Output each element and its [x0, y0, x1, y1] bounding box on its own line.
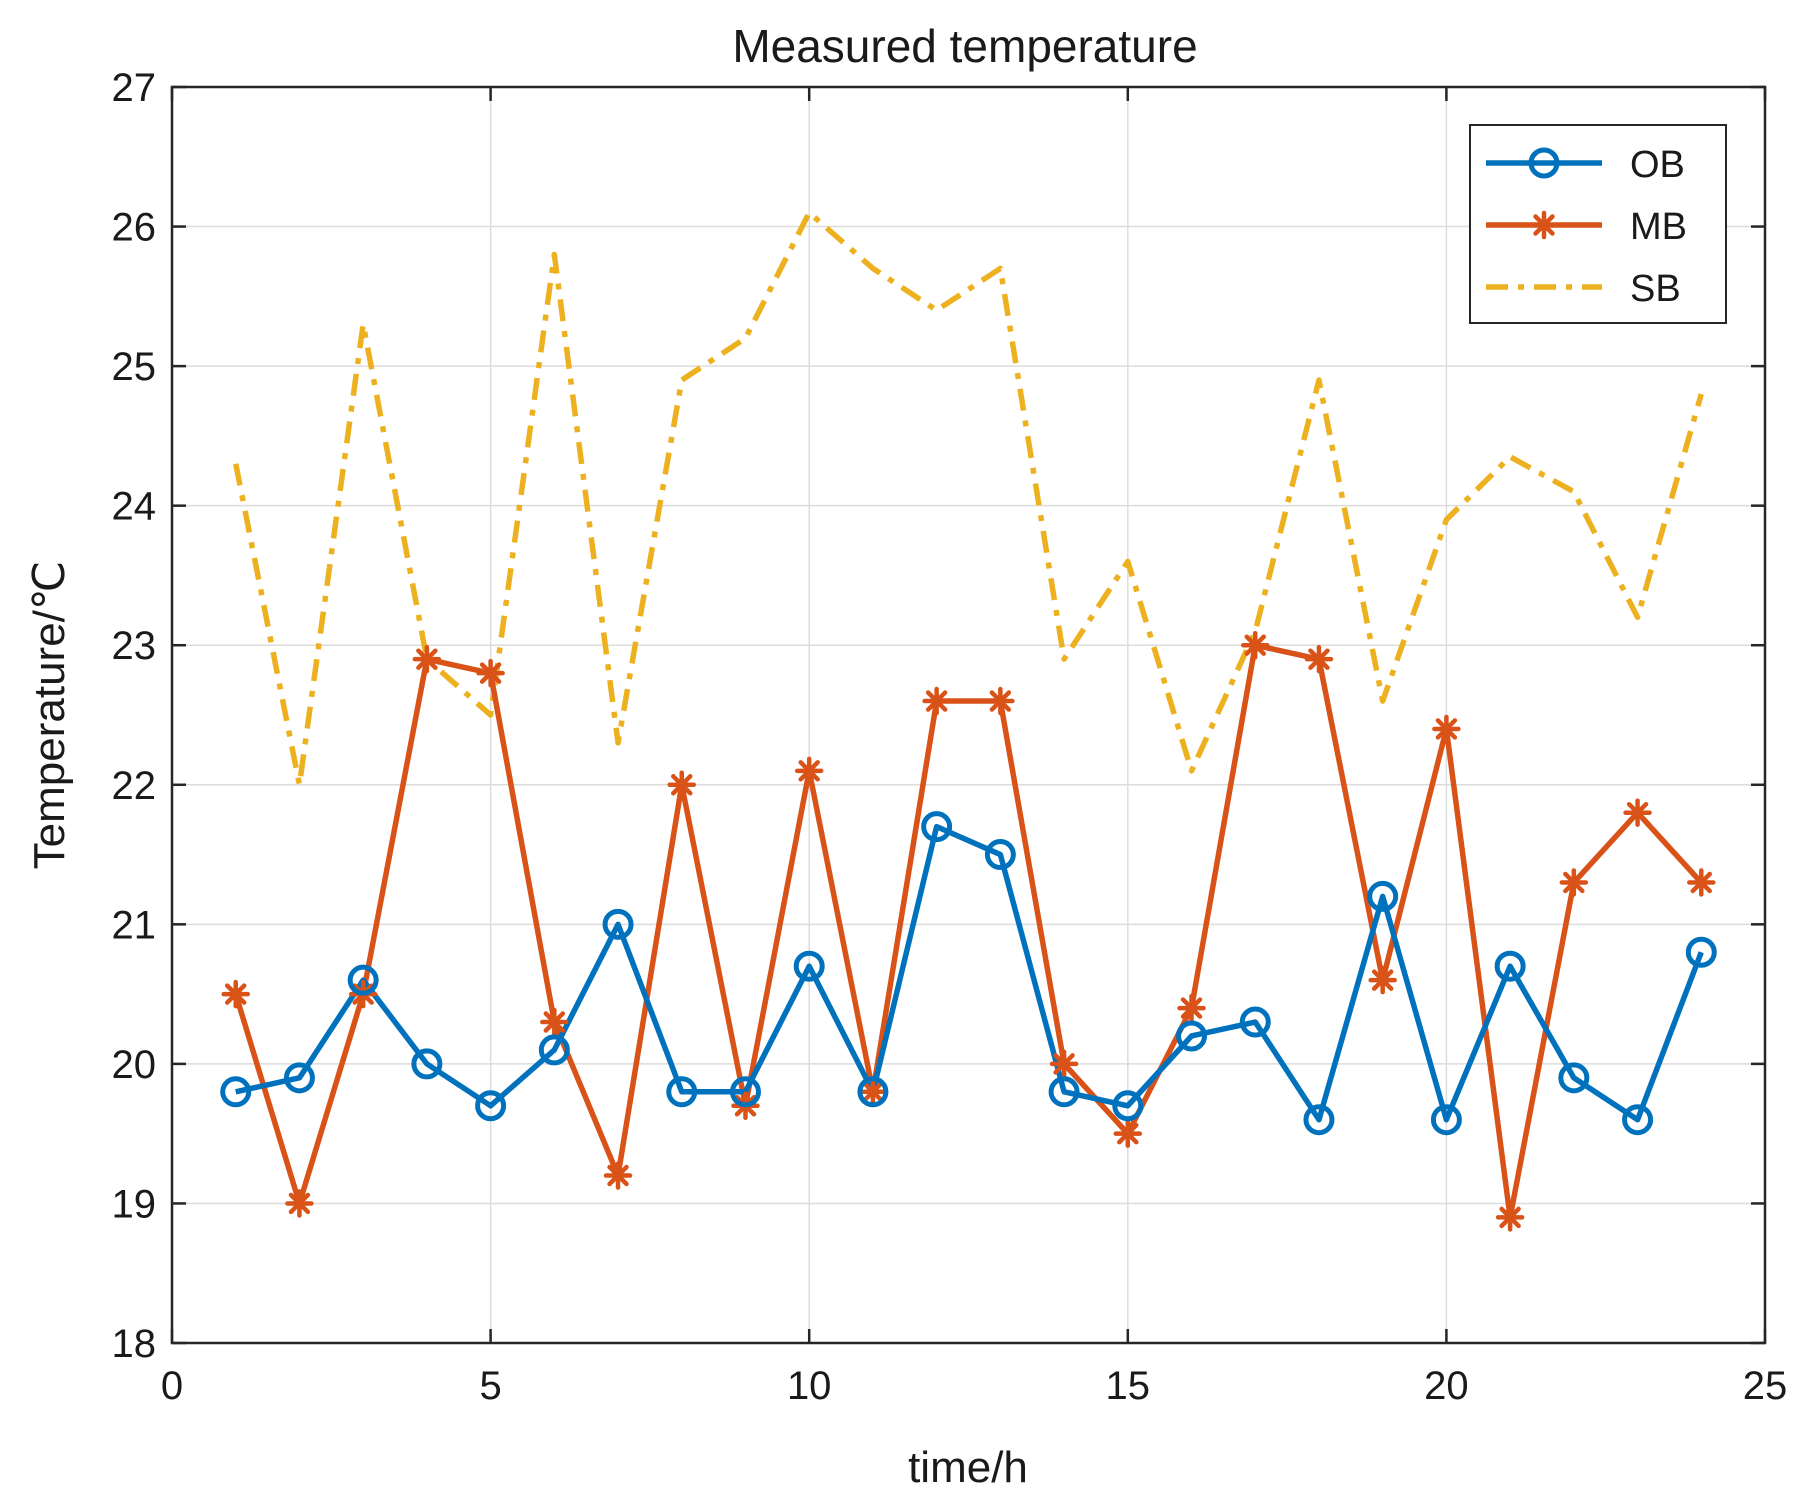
data-point-mb — [1623, 798, 1652, 827]
data-point-mb — [858, 1077, 888, 1107]
legend-marker-mb — [1529, 210, 1559, 240]
data-point-ob — [1622, 1104, 1654, 1136]
y-tick-label: 20 — [112, 1043, 157, 1087]
data-point-mb — [1113, 1119, 1143, 1148]
y-tick-label: 19 — [112, 1182, 157, 1226]
data-point-mb — [794, 756, 824, 786]
data-point-mb — [1240, 630, 1270, 660]
x-tick-label: 15 — [1106, 1364, 1151, 1408]
data-point-mb — [476, 658, 505, 688]
data-point-mb — [1368, 965, 1397, 995]
data-point-mb — [922, 686, 951, 716]
axes-box — [170, 85, 1767, 1345]
y-tick-label: 21 — [112, 903, 157, 947]
data-point-ob — [538, 1034, 570, 1066]
data-point-ob — [984, 839, 1016, 871]
data-point-mb — [221, 979, 250, 1009]
series-layer — [220, 209, 1717, 1232]
y-tick-label: 22 — [112, 764, 157, 808]
data-point-ob — [1239, 1006, 1271, 1038]
data-point-mb — [1304, 644, 1334, 674]
data-point-ob — [1048, 1076, 1080, 1108]
x-tick-label: 0 — [161, 1364, 183, 1408]
data-point-ob — [1112, 1090, 1144, 1122]
y-tick-label: 23 — [112, 624, 157, 668]
x-tick-label: 5 — [479, 1364, 501, 1408]
data-point-ob — [729, 1076, 761, 1108]
axis-ticks: 0 5 10 15 20 25 18 19 20 21 22 23 24 25 26 27 — [112, 66, 1788, 1408]
data-point-mb — [603, 1161, 633, 1190]
legend: OB MB SB — [1469, 124, 1727, 324]
legend-marker-ob — [1528, 147, 1560, 179]
data-point-ob — [347, 964, 379, 996]
chart-title: Measured temperature — [732, 20, 1197, 72]
data-point-mb — [285, 1189, 314, 1218]
data-point-mb — [1559, 868, 1589, 897]
data-point-ob — [1685, 936, 1717, 968]
data-point-ob — [1176, 1020, 1208, 1052]
data-point-ob — [283, 1062, 315, 1094]
data-point-ob — [1367, 880, 1399, 912]
legend-label-sb: SB — [1630, 268, 1681, 310]
legend-label-ob: OB — [1630, 144, 1685, 186]
data-point-mb — [540, 1007, 569, 1037]
y-tick-label: 18 — [112, 1322, 157, 1366]
data-point-ob — [857, 1076, 889, 1108]
data-point-ob — [602, 908, 634, 940]
x-tick-label: 20 — [1424, 1364, 1469, 1408]
y-tick-label: 24 — [112, 485, 157, 529]
data-point-ob — [1303, 1104, 1335, 1136]
x-tick-label: 25 — [1743, 1364, 1788, 1408]
y-tick-label: 26 — [112, 206, 157, 250]
data-point-ob — [793, 950, 825, 982]
x-axis-label: time/h — [908, 1443, 1028, 1492]
data-point-mb — [1049, 1049, 1079, 1079]
data-point-ob — [921, 811, 953, 843]
data-point-mb — [1495, 1203, 1525, 1232]
data-point-mb — [1177, 993, 1206, 1023]
data-point-mb — [412, 644, 442, 674]
y-tick-label: 25 — [112, 345, 157, 389]
data-point-mb — [986, 686, 1015, 716]
data-point-ob — [1558, 1062, 1590, 1094]
data-point-ob — [475, 1090, 507, 1122]
series-line-mb — [233, 642, 1704, 1221]
data-point-mb — [1432, 714, 1461, 744]
data-point-ob — [220, 1076, 252, 1108]
data-point-ob — [411, 1048, 443, 1080]
series-line-sb — [233, 209, 1704, 788]
data-point-ob — [666, 1076, 698, 1108]
y-axis-label: Temperature/℃ — [25, 561, 74, 870]
data-point-ob — [1430, 1104, 1462, 1136]
data-point-ob — [1494, 950, 1526, 982]
y-tick-label: 27 — [112, 66, 157, 110]
data-point-mb — [667, 770, 697, 800]
data-point-mb — [1687, 868, 1716, 897]
x-tick-label: 10 — [787, 1364, 832, 1408]
legend-label-mb: MB — [1630, 206, 1687, 248]
